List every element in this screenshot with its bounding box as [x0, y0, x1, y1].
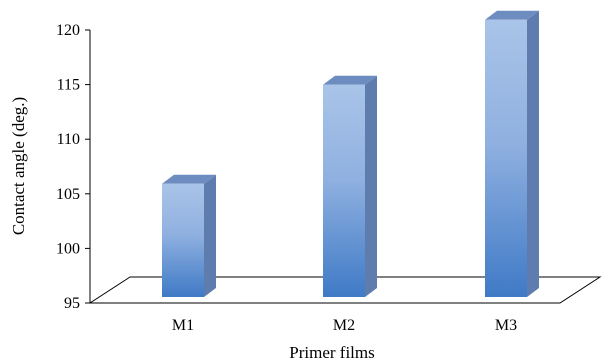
- x-tick-label-m3: M3: [495, 317, 517, 334]
- y-tick-label: 105: [56, 186, 80, 203]
- y-tick-label: 100: [56, 240, 80, 257]
- x-axis-title: Primer films: [289, 343, 374, 362]
- bar-m2: [323, 75, 377, 297]
- y-tick-label: 110: [57, 131, 80, 148]
- y-tick-label: 115: [57, 77, 80, 94]
- y-axis-ticks: 95 100 105 110 115 120: [56, 22, 90, 312]
- bars-group: [162, 10, 539, 298]
- bar-side-face: [204, 174, 216, 297]
- bar-top-face: [162, 174, 216, 184]
- bar-top-face: [485, 10, 539, 20]
- y-axis-title: Contact angle (deg.): [9, 97, 28, 235]
- category-labels: M1 M2 M3: [172, 317, 517, 334]
- bar-front-face: [323, 84, 365, 297]
- y-tick-label: 95: [64, 295, 80, 312]
- x-tick-label-m1: M1: [172, 317, 194, 334]
- x-tick-label-m2: M2: [333, 317, 355, 334]
- bar-front-face: [162, 183, 204, 297]
- bar-m1: [162, 174, 216, 297]
- bar-side-face: [527, 10, 539, 298]
- bar-side-face: [365, 75, 377, 297]
- bar-front-face: [485, 19, 527, 298]
- y-tick-label: 120: [56, 22, 80, 39]
- bar-m3: [485, 10, 539, 298]
- bar-top-face: [323, 75, 377, 85]
